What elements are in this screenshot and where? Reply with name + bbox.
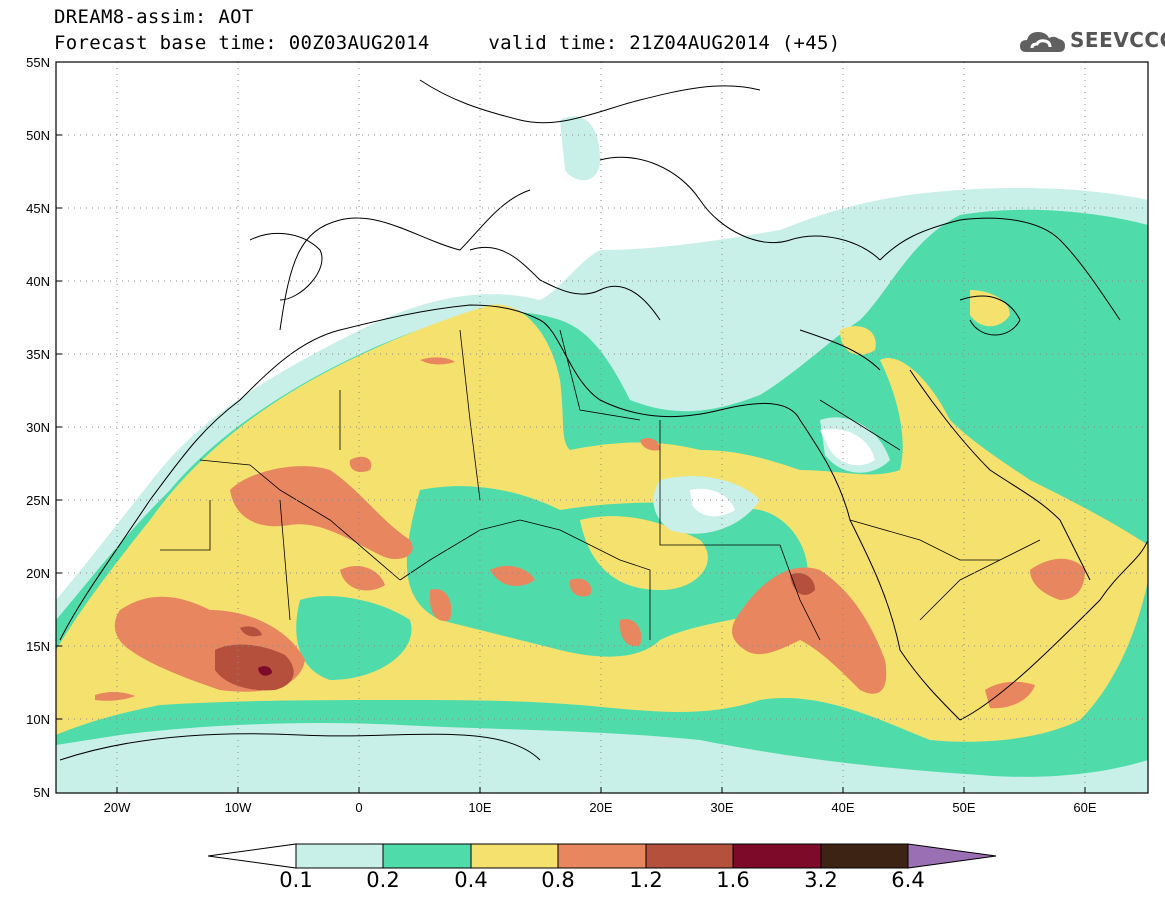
lat-label-15n: 15N bbox=[26, 639, 50, 654]
colorbar-bin-0.1-0.2 bbox=[295, 843, 384, 869]
aot-contour-1.2 bbox=[215, 573, 815, 691]
colorbar-label-0.1: 0.1 bbox=[279, 868, 313, 892]
lat-label-45n: 45N bbox=[26, 201, 50, 216]
colorbar-label-1.6: 1.6 bbox=[716, 868, 750, 892]
colorbar-over-arrow bbox=[907, 843, 997, 869]
coastlines bbox=[59, 79, 1148, 761]
aot-contour-0.8 bbox=[95, 357, 1085, 709]
lon-label-60e: 60E bbox=[1073, 800, 1096, 815]
colorbar-label-0.8: 0.8 bbox=[541, 868, 575, 892]
colorbar-under-arrow bbox=[207, 843, 297, 869]
lat-label-10n: 10N bbox=[26, 712, 50, 727]
cloud-icon bbox=[1020, 32, 1065, 52]
lon-label-10e: 10E bbox=[468, 800, 491, 815]
lon-label-50e: 50E bbox=[952, 800, 975, 815]
lat-label-55n: 55N bbox=[26, 55, 50, 70]
lat-label-25n: 25N bbox=[26, 493, 50, 508]
forecast-times: Forecast base time: 00Z03AUG2014 valid t… bbox=[54, 32, 841, 54]
colorbar bbox=[207, 843, 997, 869]
seevccc-logo: SEEVCCC bbox=[1018, 24, 1165, 58]
tick-marks bbox=[56, 134, 1086, 793]
colorbar-bin-0.8-1.2 bbox=[557, 843, 647, 869]
lon-label-0: 0 bbox=[355, 800, 362, 815]
colorbar-bin-1.2-1.6 bbox=[645, 843, 734, 869]
colorbar-label-1.2: 1.2 bbox=[629, 868, 663, 892]
lon-label-30e: 30E bbox=[710, 800, 733, 815]
lat-label-35n: 35N bbox=[26, 347, 50, 362]
lat-label-50n: 50N bbox=[26, 128, 50, 143]
chart-title: DREAM8-assim: AOT bbox=[54, 6, 254, 28]
lon-label-40e: 40E bbox=[831, 800, 854, 815]
colorbar-bin-0.2-0.4 bbox=[382, 843, 472, 869]
colorbar-label-0.4: 0.4 bbox=[454, 868, 488, 892]
colorbar-bin-0.4-0.8 bbox=[470, 843, 559, 869]
aot-contour-1.6 bbox=[258, 666, 272, 676]
lon-label-20w: 20W bbox=[104, 800, 131, 815]
lat-label-40n: 40N bbox=[26, 274, 50, 289]
country-borders bbox=[160, 329, 1041, 641]
lon-label-20e: 20E bbox=[589, 800, 612, 815]
colorbar-bin-1.6-3.2 bbox=[732, 843, 822, 869]
lat-label-30n: 30N bbox=[26, 420, 50, 435]
aot-contour-0.4-patch bbox=[580, 290, 1010, 590]
lon-label-10w: 10W bbox=[225, 800, 252, 815]
lat-label-20n: 20N bbox=[26, 566, 50, 581]
colorbar-label-0.2: 0.2 bbox=[366, 868, 400, 892]
colorbar-bin-3.2-6.4 bbox=[820, 843, 909, 869]
lat-label-5n: 5N bbox=[33, 785, 50, 800]
graticule bbox=[56, 62, 1148, 793]
aot-contour-white-patch bbox=[690, 429, 875, 517]
colorbar-label-6.4: 6.4 bbox=[891, 868, 925, 892]
colorbar-label-3.2: 3.2 bbox=[804, 868, 838, 892]
logo-text: SEEVCCC bbox=[1070, 28, 1165, 52]
